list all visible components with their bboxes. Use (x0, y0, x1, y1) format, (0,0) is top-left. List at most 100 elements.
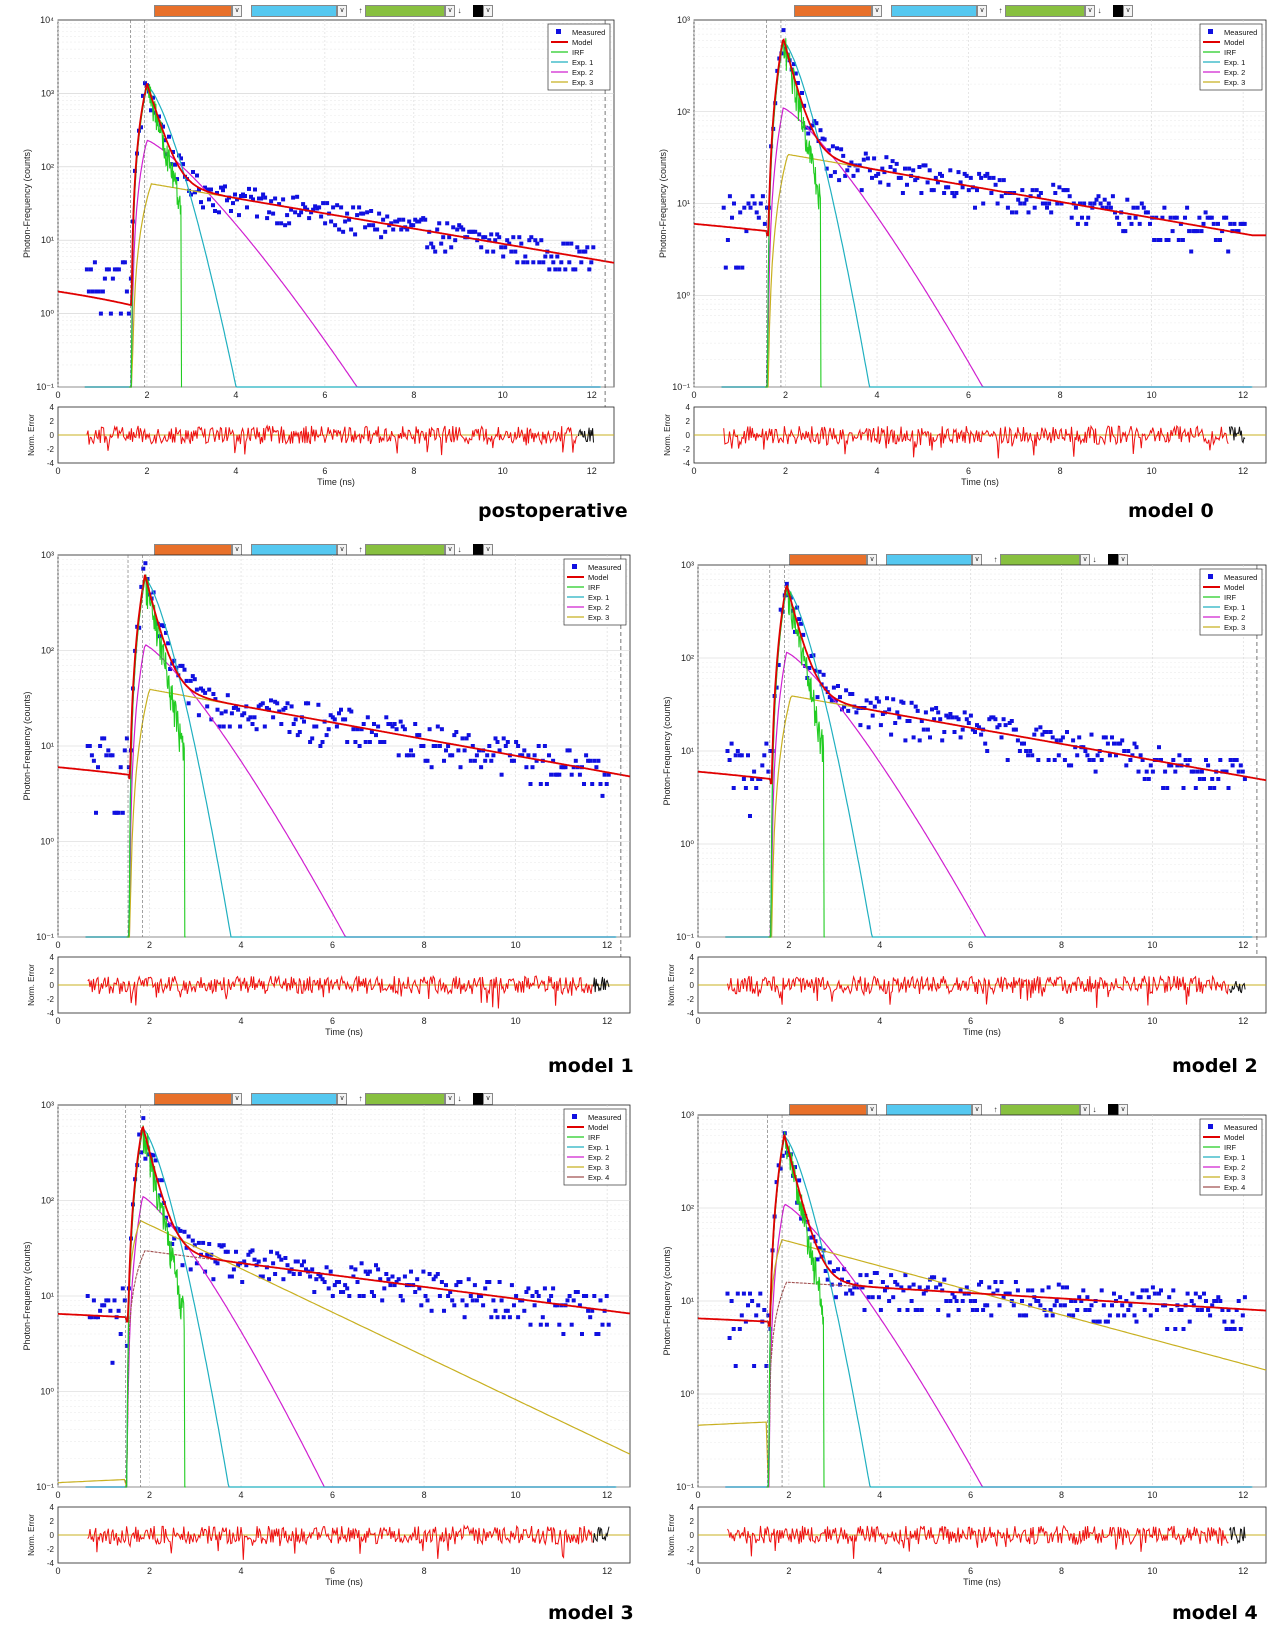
sort-down-icon[interactable]: ↓ (457, 545, 462, 554)
measured-point (1110, 735, 1114, 740)
x-tick-label: 10 (1147, 390, 1157, 400)
measured-point (740, 265, 745, 270)
measured-point (850, 1291, 855, 1296)
measured-point (439, 1280, 444, 1284)
y-axis-label: Photon-Frequency (counts) (662, 1246, 672, 1355)
measured-point (261, 192, 266, 197)
measured-point (291, 195, 296, 200)
channel-select[interactable] (1108, 1104, 1118, 1116)
measured-point (1120, 1303, 1125, 1308)
measured-point (1214, 1299, 1219, 1303)
measured-point (106, 267, 111, 272)
measured-point (921, 727, 926, 732)
chevron-down-icon[interactable]: ∨ (445, 5, 455, 17)
measured-point (163, 138, 167, 143)
measured-point (297, 1272, 302, 1276)
measured-point (267, 1277, 271, 1282)
measured-point (891, 697, 896, 702)
condition-select[interactable] (251, 5, 337, 17)
legend-entry: Exp. 1 (1224, 1153, 1245, 1162)
sort-down-icon[interactable]: ↓ (457, 1094, 462, 1103)
measured-point (854, 710, 859, 715)
sort-down-icon[interactable]: ↓ (1092, 1105, 1097, 1114)
subject-select[interactable] (365, 5, 445, 17)
measured-point (1169, 1308, 1174, 1312)
measured-point (398, 719, 403, 724)
channel-select[interactable] (1108, 554, 1118, 566)
subject-select[interactable] (1005, 5, 1085, 17)
measured-point (468, 758, 473, 763)
sort-down-icon[interactable]: ↓ (1097, 6, 1102, 15)
legend-entry: IRF (588, 1133, 601, 1142)
measured-point (231, 706, 236, 710)
chevron-down-icon[interactable]: ∨ (232, 5, 242, 17)
chevron-down-icon[interactable]: ∨ (337, 5, 347, 17)
measured-point (727, 758, 732, 762)
x-tick-label: 10 (511, 1016, 521, 1026)
channel-select[interactable] (473, 1093, 483, 1105)
measured-point (1167, 1295, 1172, 1300)
chevron-down-icon[interactable]: ∨ (483, 1093, 493, 1105)
channel-select[interactable] (1113, 5, 1123, 17)
chevron-down-icon[interactable]: ∨ (232, 1093, 242, 1105)
measured-point (485, 753, 490, 758)
measured-point (421, 744, 426, 748)
study-select[interactable] (154, 5, 232, 17)
measured-point (126, 311, 131, 316)
measured-point (1173, 769, 1178, 774)
measured-point (120, 1286, 125, 1291)
measured-point (832, 170, 837, 175)
measured-point (503, 744, 508, 748)
channel-select[interactable] (473, 5, 483, 17)
study-select[interactable] (794, 5, 872, 17)
measured-point (390, 724, 395, 729)
series-exp1 (721, 40, 1253, 388)
study-select[interactable] (154, 1093, 232, 1105)
sort-down-icon[interactable]: ↓ (457, 6, 462, 15)
panel-caption: postoperative (478, 500, 628, 522)
sort-up-icon[interactable]: ↑ (998, 6, 1003, 15)
measured-point (293, 1259, 298, 1264)
measured-point (598, 782, 603, 786)
sort-up-icon[interactable]: ↑ (993, 555, 998, 564)
sort-up-icon[interactable]: ↑ (358, 545, 363, 554)
measured-point (501, 736, 506, 741)
measured-point (431, 1277, 436, 1282)
subject-select[interactable] (365, 1093, 445, 1105)
chevron-down-icon[interactable]: ∨ (977, 5, 987, 17)
measured-point (92, 260, 97, 265)
measured-point (339, 1290, 343, 1294)
x-tick-label: 8 (1059, 1490, 1064, 1500)
measured-point (369, 730, 374, 734)
chevron-down-icon[interactable]: ∨ (483, 5, 493, 17)
measured-point (1230, 1319, 1235, 1324)
series-exp1 (725, 1135, 1253, 1488)
chevron-down-icon[interactable]: ∨ (1123, 5, 1133, 17)
sort-up-icon[interactable]: ↑ (358, 1094, 363, 1103)
series-norm-error-excluded (1229, 1526, 1246, 1545)
condition-select[interactable] (251, 1093, 337, 1105)
chevron-down-icon[interactable]: ∨ (445, 1093, 455, 1105)
sort-down-icon[interactable]: ↓ (1092, 555, 1097, 564)
measured-point (116, 1308, 121, 1313)
chevron-down-icon[interactable]: ∨ (1085, 5, 1095, 17)
measured-point (1154, 1308, 1159, 1312)
sort-up-icon[interactable]: ↑ (993, 1105, 998, 1114)
measured-point (1137, 221, 1142, 226)
measured-point (491, 249, 496, 254)
sort-up-icon[interactable]: ↑ (358, 6, 363, 15)
measured-point (977, 725, 981, 730)
chevron-down-icon[interactable]: ∨ (872, 5, 882, 17)
measured-point (339, 707, 343, 712)
measured-point (1212, 1299, 1217, 1303)
measured-point (1103, 735, 1108, 740)
measured-point (1001, 178, 1006, 183)
chevron-down-icon[interactable]: ∨ (337, 1093, 347, 1105)
condition-select[interactable] (891, 5, 977, 17)
measured-point (1105, 741, 1110, 746)
channel-select[interactable] (473, 544, 483, 556)
measured-point (909, 1299, 914, 1303)
measured-point (776, 663, 781, 667)
measured-point (1127, 215, 1132, 220)
measured-point (1118, 741, 1123, 746)
